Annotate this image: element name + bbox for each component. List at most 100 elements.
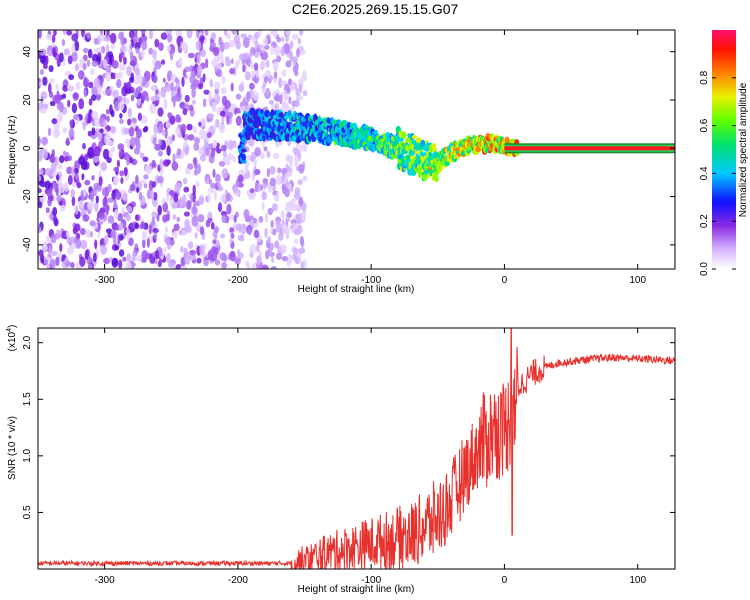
noise-speckle xyxy=(180,126,184,134)
noise-speckle xyxy=(71,102,78,114)
noise-speckle xyxy=(180,41,188,51)
noise-speckle xyxy=(66,84,73,90)
noise-speckle xyxy=(176,216,180,223)
noise-speckle xyxy=(281,183,286,190)
snr-xtick-label: -300 xyxy=(95,575,115,586)
noise-speckle xyxy=(74,63,80,72)
noise-speckle xyxy=(78,98,85,110)
noise-speckle xyxy=(113,198,117,208)
snr-xtick-label: 100 xyxy=(629,575,646,586)
noise-speckle xyxy=(167,261,175,268)
noise-speckle xyxy=(167,73,171,82)
noise-speckle xyxy=(229,238,233,244)
noise-speckle xyxy=(285,60,292,68)
noise-speckle xyxy=(252,76,258,83)
carrier-core xyxy=(504,146,675,151)
noise-speckle xyxy=(281,219,285,226)
noise-speckle xyxy=(208,90,213,102)
snr-xtick-label: 0 xyxy=(502,575,508,586)
snr-frame xyxy=(37,327,676,570)
noise-speckle xyxy=(179,101,185,109)
noise-speckle xyxy=(78,156,86,165)
noise-speckle xyxy=(103,134,111,145)
noise-speckle xyxy=(134,42,141,50)
noise-speckle xyxy=(90,190,94,202)
noise-speckle xyxy=(199,129,205,140)
noise-speckle xyxy=(249,61,254,70)
colorbar-tick-label: 0.0 xyxy=(699,262,710,276)
noise-speckle xyxy=(300,261,304,269)
noise-speckle xyxy=(226,114,230,125)
noise-speckle xyxy=(290,83,295,92)
noise-speckle xyxy=(133,35,140,45)
noise-speckle xyxy=(112,89,119,99)
noise-speckle xyxy=(198,121,202,127)
noise-speckle xyxy=(215,173,221,183)
noise-speckle xyxy=(94,117,101,128)
noise-speckle xyxy=(66,137,70,146)
snr-ytick-label: 2.0 xyxy=(22,335,33,349)
noise-speckle xyxy=(138,74,143,84)
noise-speckle xyxy=(102,187,106,196)
noise-speckle xyxy=(176,182,183,188)
noise-speckle xyxy=(194,232,198,239)
noise-speckle xyxy=(262,178,269,184)
noise-speckle xyxy=(288,78,292,87)
noise-speckle xyxy=(263,146,268,152)
noise-speckle xyxy=(180,256,186,267)
noise-speckle xyxy=(234,257,241,265)
noise-speckle xyxy=(92,53,99,63)
snr-plot: -300 -200 -100 0 100 0.5 1.0 1.5 2.0 Height of s… xyxy=(6,325,676,595)
noise-speckle xyxy=(123,56,127,65)
noise-speckle xyxy=(253,229,260,239)
noise-speckle xyxy=(47,197,52,207)
snr-axes: -300 -200 -100 0 100 0.5 1.0 1.5 2.0 xyxy=(22,328,675,586)
noise-speckle xyxy=(88,146,95,154)
noise-speckle xyxy=(193,142,200,151)
noise-speckle xyxy=(273,71,278,79)
noise-speckle xyxy=(66,30,73,36)
noise-speckle xyxy=(261,264,269,269)
signal-blob xyxy=(418,146,424,151)
noise-speckle xyxy=(192,125,197,134)
noise-speckle xyxy=(212,47,220,56)
noise-speckle xyxy=(105,109,110,115)
noise-speckle xyxy=(100,244,107,255)
snr-multiplier: (x104) xyxy=(6,325,18,352)
noise-speckle xyxy=(129,51,134,61)
noise-speckle xyxy=(230,82,234,92)
noise-speckle xyxy=(166,45,171,52)
noise-speckle xyxy=(294,148,300,158)
noise-speckle xyxy=(120,43,128,53)
noise-speckle xyxy=(213,123,217,131)
noise-speckle xyxy=(63,48,70,56)
noise-speckle xyxy=(86,59,91,67)
noise-speckle xyxy=(85,228,91,238)
noise-speckle xyxy=(128,30,135,39)
noise-speckle xyxy=(67,175,73,185)
noise-speckle xyxy=(256,255,262,266)
noise-speckle xyxy=(137,85,142,94)
noise-speckle xyxy=(192,157,197,165)
noise-speckle xyxy=(171,161,179,171)
signal-blob xyxy=(241,148,247,153)
signal-blob xyxy=(374,130,378,135)
noise-speckle xyxy=(184,94,190,103)
noise-speckle xyxy=(42,63,48,70)
noise-speckle xyxy=(94,239,98,250)
noise-speckle xyxy=(175,114,181,123)
noise-speckle xyxy=(76,182,82,189)
spectrogram-ytick-label: 0 xyxy=(22,145,33,151)
noise-speckle xyxy=(117,213,123,222)
noise-speckle xyxy=(294,228,300,236)
signal-blob xyxy=(434,175,439,183)
noise-speckle xyxy=(38,136,41,147)
noise-speckle xyxy=(214,88,220,95)
noise-speckle xyxy=(135,174,139,184)
noise-speckle xyxy=(146,189,152,200)
noise-speckle xyxy=(220,145,227,152)
noise-speckle xyxy=(253,158,257,167)
noise-speckle xyxy=(266,150,271,158)
signal-blob xyxy=(407,144,413,151)
noise-speckle xyxy=(234,60,239,69)
